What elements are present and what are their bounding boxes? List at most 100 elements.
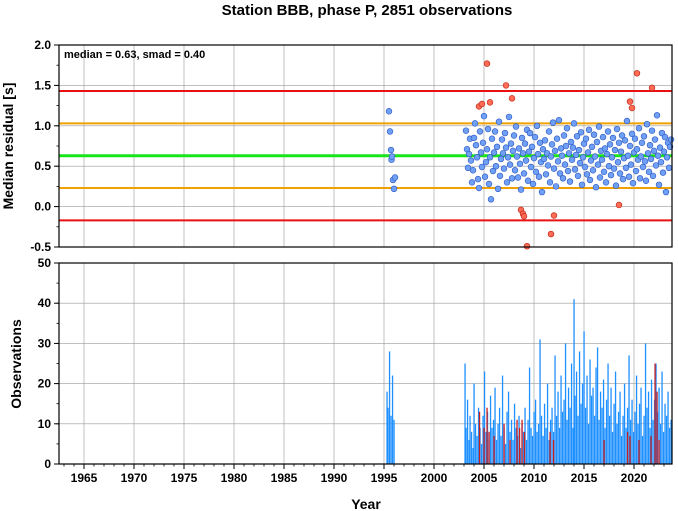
residual-point bbox=[648, 127, 656, 134]
residual-point bbox=[534, 150, 542, 158]
observation-bar bbox=[494, 387, 496, 464]
observation-bar bbox=[638, 403, 641, 464]
observation-bar bbox=[387, 407, 389, 464]
observation-bar bbox=[510, 419, 513, 464]
observation-bar bbox=[482, 415, 484, 464]
residual-point bbox=[497, 155, 505, 163]
residual-point bbox=[588, 143, 596, 151]
residual-point bbox=[553, 135, 561, 142]
observation-bar bbox=[583, 331, 585, 464]
observation-bar bbox=[567, 387, 570, 464]
outlier-point bbox=[478, 100, 486, 108]
residual-point bbox=[518, 134, 526, 142]
residual-point bbox=[625, 173, 633, 180]
observations-panel: 0 10 20 30 40 50 1965 1970 1975 1980 1985 1990 1995… bbox=[8, 256, 673, 511]
residual-point bbox=[508, 175, 516, 182]
residual-point bbox=[593, 138, 601, 146]
observation-bar bbox=[555, 415, 558, 464]
observation-bar bbox=[554, 355, 556, 464]
residual-point bbox=[605, 163, 613, 170]
residual-point bbox=[462, 127, 470, 134]
residual-point bbox=[490, 149, 498, 156]
residual-point bbox=[548, 141, 556, 148]
residual-point bbox=[642, 177, 650, 184]
residual-point bbox=[528, 143, 536, 151]
residual-point bbox=[512, 123, 520, 130]
residual-point bbox=[590, 131, 598, 138]
residual-point bbox=[646, 141, 654, 149]
observation-bar bbox=[386, 391, 388, 464]
residual-point bbox=[631, 135, 639, 142]
residual-point bbox=[529, 180, 537, 188]
residual-point bbox=[503, 179, 511, 186]
residual-point bbox=[571, 166, 579, 173]
residual-point bbox=[606, 141, 614, 148]
observation-bar bbox=[652, 419, 654, 464]
observation-bar bbox=[604, 427, 606, 464]
residual-point bbox=[626, 142, 634, 150]
observations-y-tick-label: 50 bbox=[38, 256, 52, 270]
residual-point bbox=[535, 173, 543, 180]
residual-point bbox=[613, 125, 621, 133]
observation-bar bbox=[480, 443, 483, 464]
residual-point bbox=[507, 140, 515, 147]
residual-point bbox=[586, 176, 594, 184]
residual-point bbox=[478, 163, 486, 171]
residual-point bbox=[599, 133, 607, 141]
residual-point bbox=[542, 171, 550, 178]
residual-point bbox=[564, 167, 572, 175]
observation-bar bbox=[470, 431, 473, 464]
observation-bar bbox=[622, 415, 624, 464]
residual-point bbox=[555, 116, 563, 124]
residual-point bbox=[551, 147, 559, 155]
residual-point bbox=[574, 172, 582, 180]
observation-bar bbox=[563, 399, 565, 464]
observation-bar bbox=[507, 391, 510, 464]
residual-point bbox=[645, 168, 653, 176]
residual-point bbox=[598, 156, 606, 163]
residual-point bbox=[612, 182, 620, 189]
observation-bar bbox=[634, 411, 636, 464]
residual-point bbox=[469, 167, 477, 174]
outlier-observation-bar bbox=[483, 427, 485, 464]
observation-bar bbox=[540, 415, 543, 464]
observation-bar bbox=[658, 387, 660, 464]
observation-bar bbox=[625, 427, 627, 464]
residual-points bbox=[385, 60, 675, 250]
observation-bar bbox=[650, 379, 653, 464]
residual-point bbox=[652, 162, 660, 169]
residual-point bbox=[624, 152, 632, 159]
observations-y-tick-label: 10 bbox=[38, 417, 52, 431]
residual-point bbox=[651, 136, 659, 143]
outlier-point bbox=[648, 84, 656, 92]
observation-bar bbox=[506, 411, 508, 464]
residual-point bbox=[589, 167, 597, 174]
outlier-observation-bar bbox=[552, 439, 555, 464]
observation-bar bbox=[539, 339, 541, 464]
x-tick-label: 1985 bbox=[271, 471, 298, 485]
residual-y-tick-label: 0.5 bbox=[34, 159, 51, 173]
residual-point bbox=[632, 167, 640, 175]
residual-point bbox=[560, 132, 568, 139]
observation-bar bbox=[569, 407, 571, 464]
residual-point bbox=[558, 152, 566, 159]
observations-y-tick-label: 20 bbox=[38, 377, 52, 391]
residual-point bbox=[602, 179, 610, 186]
observation-bar bbox=[580, 403, 582, 464]
observation-bar bbox=[534, 399, 537, 464]
residual-point bbox=[547, 153, 555, 160]
observation-bar bbox=[497, 423, 499, 464]
observation-bar bbox=[617, 411, 620, 464]
residual-point bbox=[505, 113, 513, 121]
residual-point bbox=[502, 144, 510, 151]
residual-point bbox=[604, 128, 612, 135]
residual-point bbox=[468, 179, 476, 186]
residual-point bbox=[637, 153, 645, 160]
residual-point bbox=[629, 179, 637, 187]
residual-point bbox=[530, 154, 538, 162]
residual-point bbox=[390, 185, 398, 193]
observation-bar bbox=[590, 395, 593, 464]
outlier-point bbox=[628, 104, 636, 112]
residual-point bbox=[654, 152, 662, 159]
observation-bar bbox=[570, 363, 573, 464]
